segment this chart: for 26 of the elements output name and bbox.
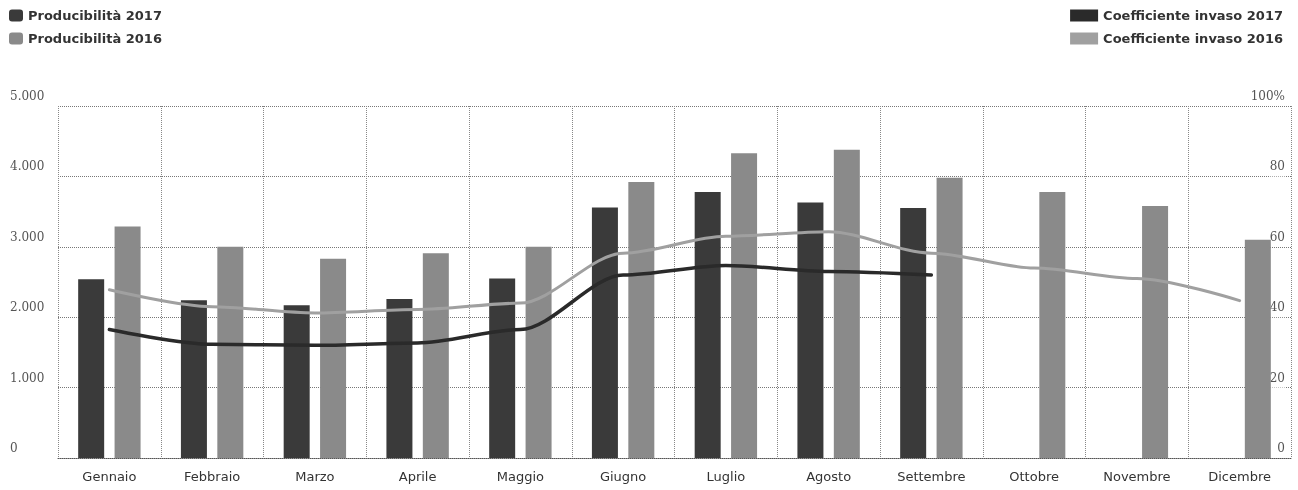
y-tick-label: 4.000 (10, 159, 45, 174)
y-tick-label: 3.000 (10, 229, 45, 244)
legend-label: Producibilità 2017 (28, 8, 162, 23)
x-tick-label: Aprile (398, 469, 437, 484)
legend-label: Producibilità 2016 (28, 31, 162, 46)
x-tick-label: Agosto (806, 469, 852, 484)
x-tick-label: Maggio (496, 469, 545, 484)
x-tick-label: Ottobre (1009, 469, 1059, 484)
x-tick-label: Dicembre (1208, 469, 1271, 484)
y-tick-label: 2.000 (10, 300, 45, 315)
legend-label: Coefficiente invaso 2017 (1103, 8, 1284, 23)
y-tick-label: 1.000 (10, 370, 45, 385)
y-tick-label: 0 (10, 441, 18, 455)
x-tick-label: Novembre (1103, 469, 1171, 484)
y-tick-label: 5.000 (10, 89, 45, 103)
x-tick-label: Gennaio (82, 469, 137, 484)
x-tick-label: Marzo (295, 469, 335, 484)
y2-tick-label: 0 (1277, 441, 1285, 455)
x-tick-label: Febbraio (184, 469, 241, 484)
y2-tick-label: 100% (1250, 89, 1285, 103)
legend-label: Coefficiente invaso 2016 (1103, 31, 1284, 46)
x-tick-label: Giugno (599, 469, 647, 484)
y2-tick-label: 80 (1269, 159, 1285, 174)
x-tick-label: Luglio (706, 469, 746, 484)
x-tick-label: Settembre (897, 469, 966, 484)
y2-tick-label: 60 (1269, 229, 1285, 244)
